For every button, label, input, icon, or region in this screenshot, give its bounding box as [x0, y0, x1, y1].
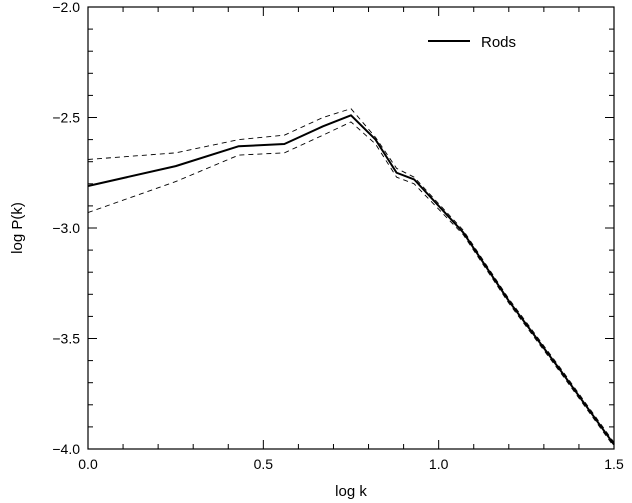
x-tick-label: 1.5 [604, 456, 624, 472]
series-line-rods [87, 114, 615, 446]
series-layer [87, 108, 615, 448]
plot-frame [87, 6, 615, 450]
y-tick-label: −3.0 [52, 220, 80, 236]
series-line-dashed-2 [87, 121, 615, 448]
x-axis-label: log k [335, 483, 367, 500]
axis-ticks [87, 6, 615, 450]
x-tick-label: 1.0 [429, 456, 449, 472]
y-axis-label: log P(k) [9, 202, 26, 254]
y-tick-label: −4.0 [52, 441, 80, 457]
axis-tick-labels: 0.0 0.5 1.0 1.5 −4.0 −3.5 −3.0 −2.5 −2.0 [52, 0, 624, 472]
legend-label-rods: Rods [481, 34, 516, 51]
series-line-dashed-1 [87, 108, 615, 443]
legend: Rods [428, 34, 516, 51]
x-tick-label: 0.0 [78, 456, 98, 472]
y-tick-label: −2.0 [52, 0, 80, 15]
x-tick-label: 0.5 [254, 456, 274, 472]
y-tick-label: −3.5 [52, 331, 80, 347]
y-tick-label: −2.5 [52, 110, 80, 126]
